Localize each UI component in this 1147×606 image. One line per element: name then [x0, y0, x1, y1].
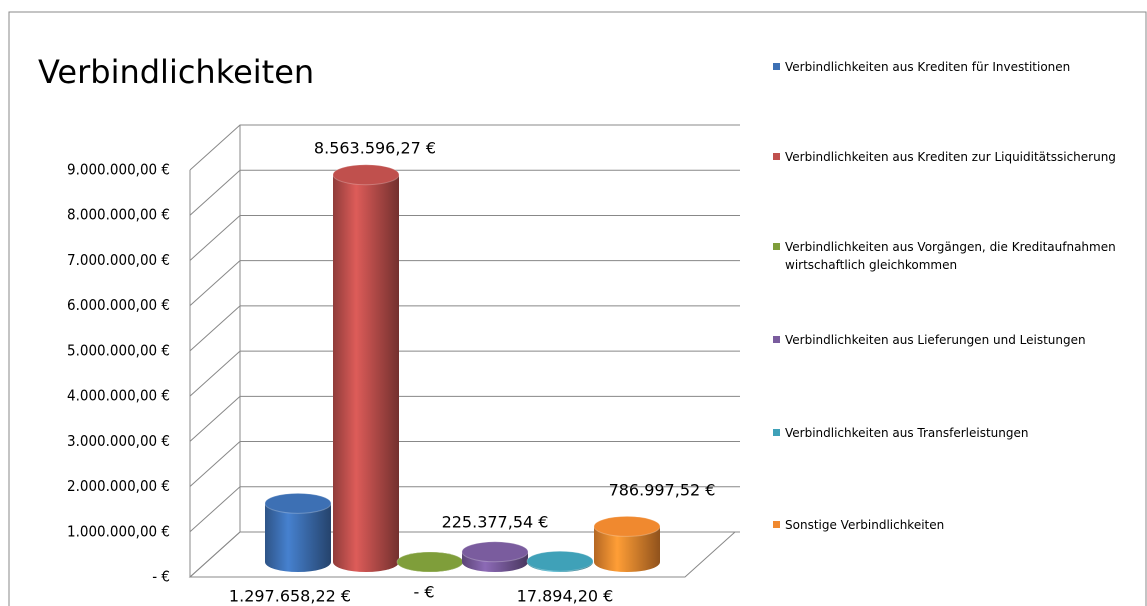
- grid-line: [189, 531, 740, 578]
- grid-line: [189, 350, 740, 397]
- y-tick-label: 7.000.000,00 €: [67, 251, 170, 269]
- chart-title: Verbindlichkeiten: [38, 53, 314, 91]
- legend-item: Verbindlichkeiten aus Krediten für Inves…: [773, 58, 1147, 76]
- bar-top: [461, 541, 529, 563]
- legend-swatch: [773, 521, 780, 528]
- value-label: 1.297.658,22 €: [229, 587, 351, 606]
- legend-item: Verbindlichkeiten aus Transferleistungen: [773, 424, 1147, 442]
- grid-line: [189, 486, 740, 533]
- legend-item: Verbindlichkeiten aus Krediten zur Liqui…: [773, 148, 1147, 166]
- value-label: - €: [413, 583, 434, 602]
- legend-swatch: [773, 429, 780, 436]
- grid-line: [189, 305, 740, 352]
- legend-label: Verbindlichkeiten aus Krediten zur Liqui…: [785, 150, 1116, 164]
- value-label: 225.377,54 €: [442, 513, 549, 532]
- bar-top: [396, 551, 464, 573]
- frame: [8, 11, 1147, 606]
- legend-label: Sonstige Verbindlichkeiten: [785, 518, 945, 532]
- value-label: 786.997,52 €: [609, 481, 716, 500]
- y-tick-label: 4.000.000,00 €: [67, 387, 170, 405]
- legend-label: Verbindlichkeiten aus Vorgängen, die Kre…: [785, 240, 1116, 272]
- y-tick-label: 6.000.000,00 €: [67, 296, 170, 314]
- legend-item: Verbindlichkeiten aus Vorgängen, die Kre…: [773, 238, 1147, 274]
- bar-top: [593, 515, 661, 537]
- bar: [333, 174, 399, 562]
- y-tick-label: 9.000.000,00 €: [67, 161, 170, 179]
- grid-line: [189, 260, 740, 307]
- grid-line: [189, 441, 740, 487]
- legend-label: Verbindlichkeiten aus Krediten für Inves…: [785, 60, 1071, 74]
- value-label: 17.894,20 €: [517, 587, 614, 606]
- legend-item: Sonstige Verbindlichkeiten: [773, 516, 1147, 534]
- legend-swatch: [773, 243, 780, 250]
- grid-line: [189, 395, 740, 442]
- legend-swatch: [773, 63, 780, 70]
- legend-swatch: [773, 336, 780, 343]
- y-tick-label: 3.000.000,00 €: [67, 432, 170, 450]
- value-label: 8.563.596,27 €: [314, 139, 436, 158]
- legend-item: Verbindlichkeiten aus Lieferungen und Le…: [773, 331, 1147, 349]
- y-tick-label: 2.000.000,00 €: [67, 477, 170, 495]
- y-tick-label: 8.000.000,00 €: [67, 206, 170, 224]
- y-tick-label: 1.000.000,00 €: [67, 522, 170, 540]
- bar-top: [264, 492, 332, 514]
- legend-swatch: [773, 153, 780, 160]
- legend-label: Verbindlichkeiten aus Lieferungen und Le…: [785, 333, 1086, 347]
- bar-top: [526, 550, 594, 572]
- grid-line: [189, 214, 740, 261]
- grid-line: [189, 169, 740, 216]
- y-tick-label: - €: [152, 568, 170, 586]
- grid-line: [189, 124, 740, 171]
- legend-label: Verbindlichkeiten aus Transferleistungen: [785, 426, 1029, 440]
- bar-top: [332, 164, 400, 186]
- y-tick-label: 5.000.000,00 €: [67, 341, 170, 359]
